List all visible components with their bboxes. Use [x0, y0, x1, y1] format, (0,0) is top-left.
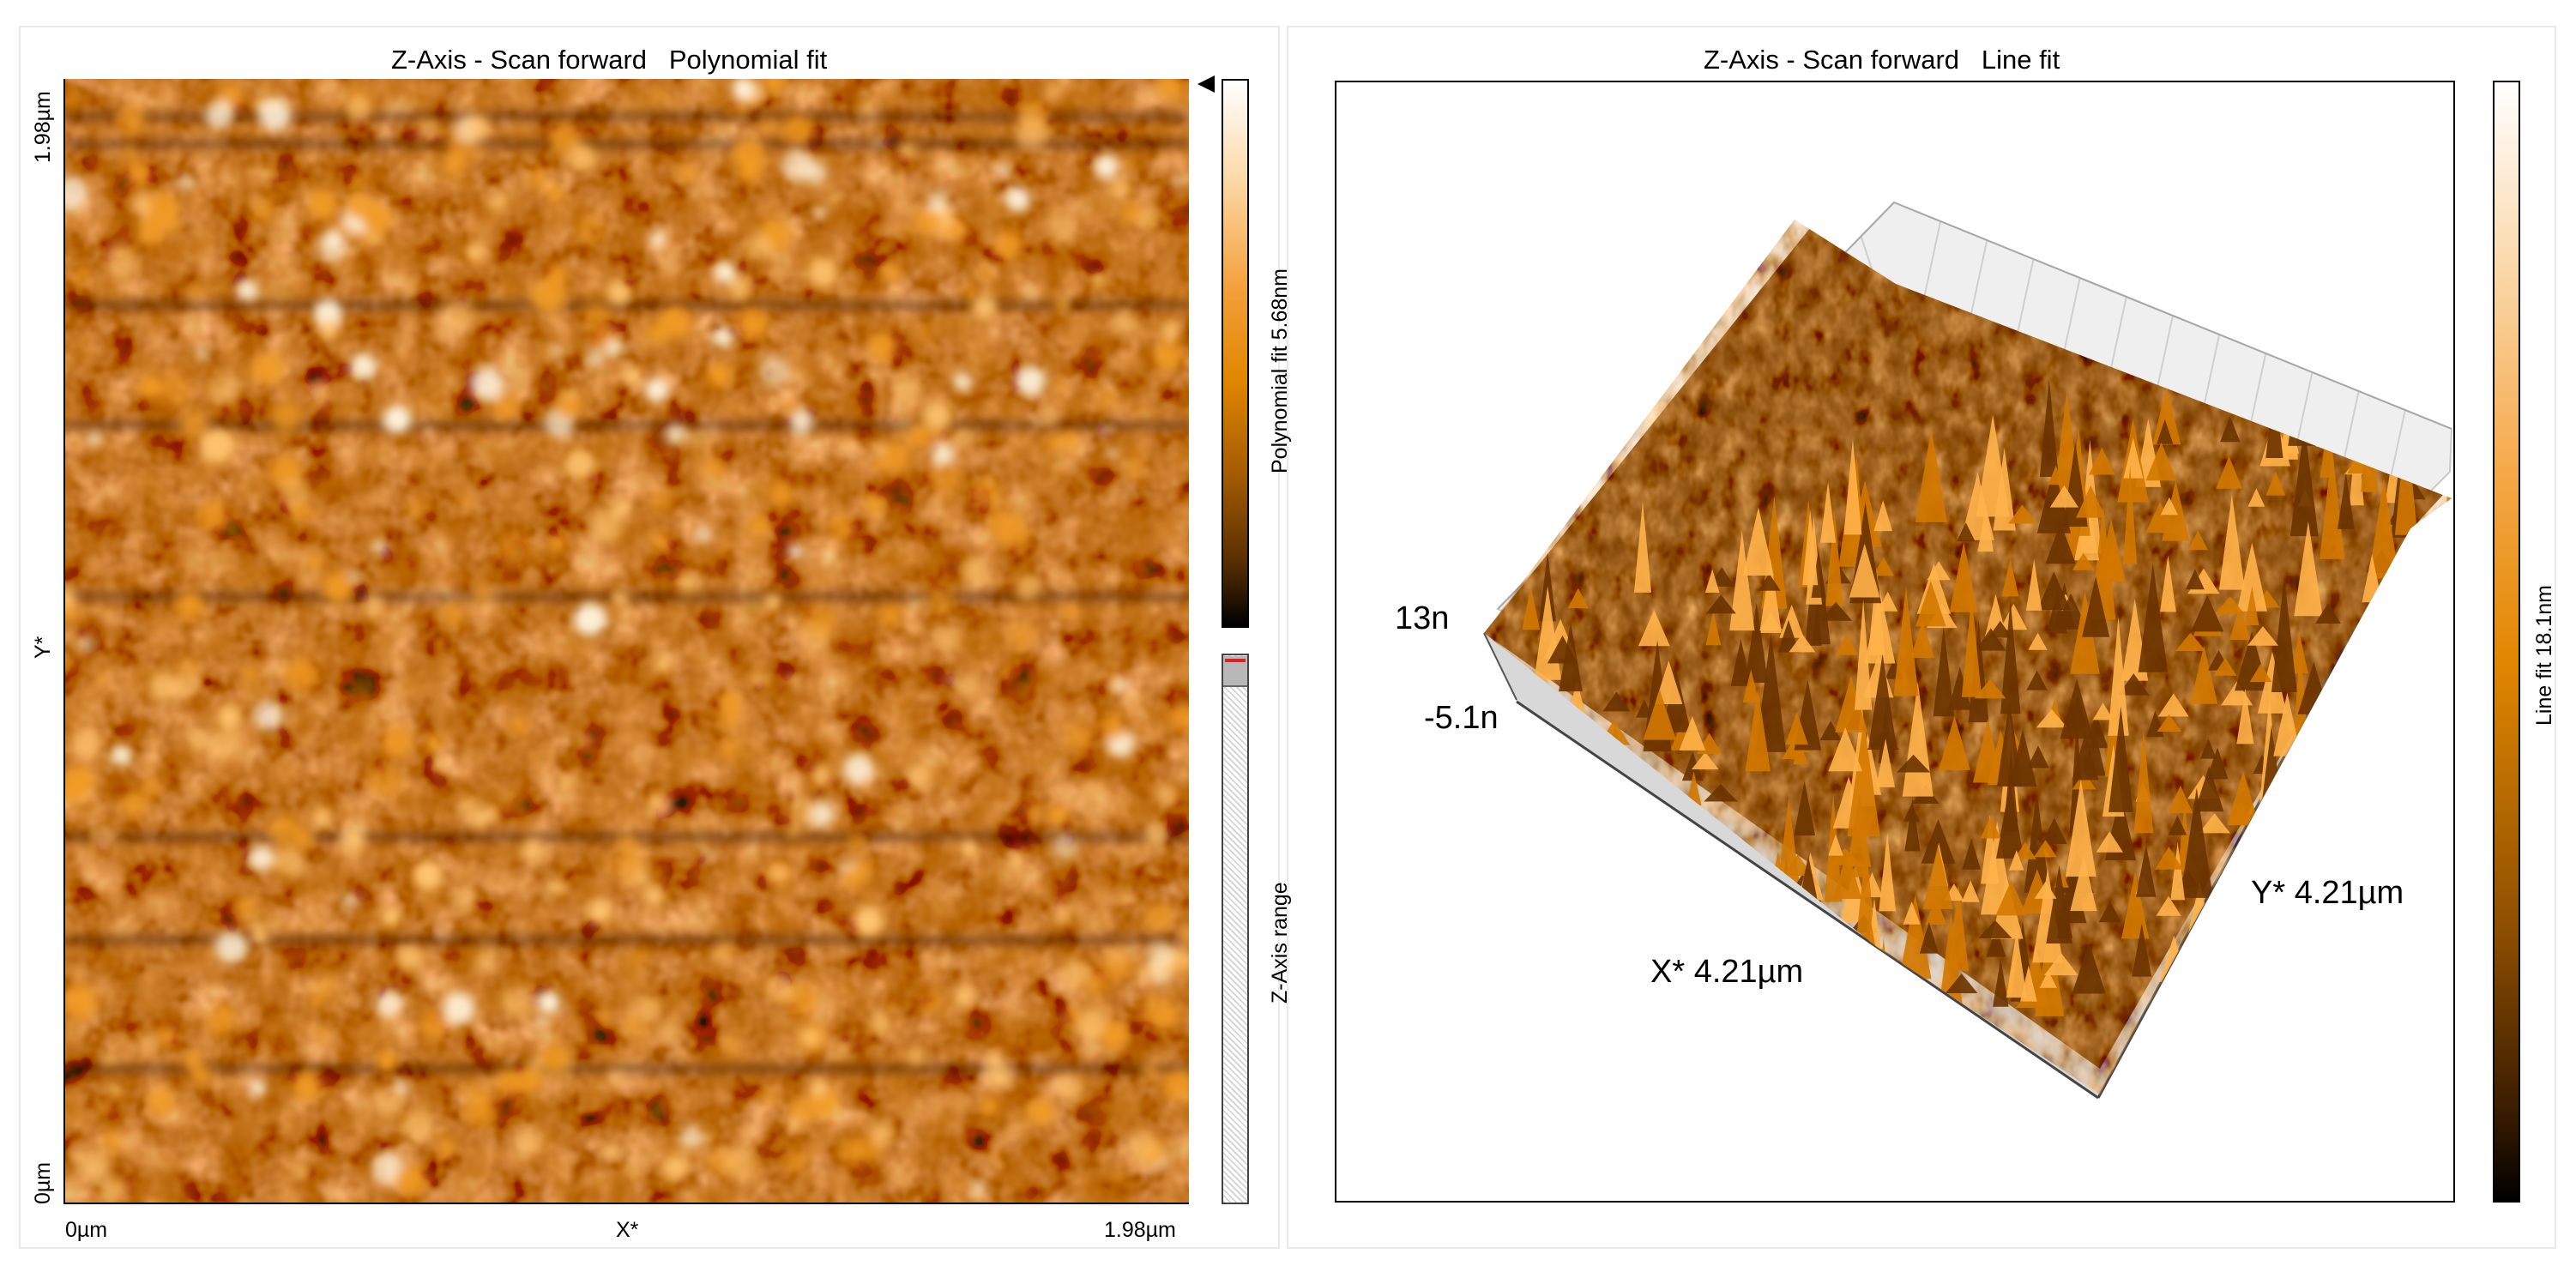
afm-height-map[interactable] [65, 79, 1189, 1203]
y-min-label: 0µm [31, 1161, 55, 1204]
colorbar-label-left: Polynomial fit 5.68nm [1268, 268, 1292, 473]
z-axis-range-slider[interactable] [1222, 654, 1249, 1204]
polynomial-fit-colorbar [1222, 79, 1249, 628]
surface-3d-svg [1483, 201, 2453, 1100]
x-min-label: 0µm [65, 1218, 108, 1242]
z-min-label: -5.1n [1424, 700, 1499, 736]
right-panel-title: Z-Axis - Scan forward Line fit [1704, 45, 2060, 75]
y-axis-title: Y* [31, 636, 55, 659]
x-max-label: 1.98µm [1104, 1218, 1176, 1242]
surface-3d-view[interactable] [1335, 81, 2455, 1203]
colorbar-label-right: Line fit 18.1nm [2532, 585, 2556, 726]
x-axis-3d-label: X* 4.21µm [1650, 954, 1804, 990]
y-axis-3d-label: Y* 4.21µm [2251, 875, 2404, 911]
y-max-label: 1.98µm [31, 91, 55, 163]
left-panel-title: Z-Axis - Scan forward Polynomial fit [391, 45, 828, 75]
range-pointer-icon[interactable] [1198, 75, 1215, 93]
z-max-label: 13n [1395, 600, 1450, 636]
x-axis-title: X* [616, 1218, 639, 1242]
range-marker-icon [1225, 659, 1246, 662]
x-axis-line [63, 1203, 1189, 1204]
z-axis-range-label: Z-Axis range [1268, 882, 1292, 1004]
y-axis-line [63, 79, 65, 1204]
line-fit-colorbar [2493, 81, 2520, 1203]
